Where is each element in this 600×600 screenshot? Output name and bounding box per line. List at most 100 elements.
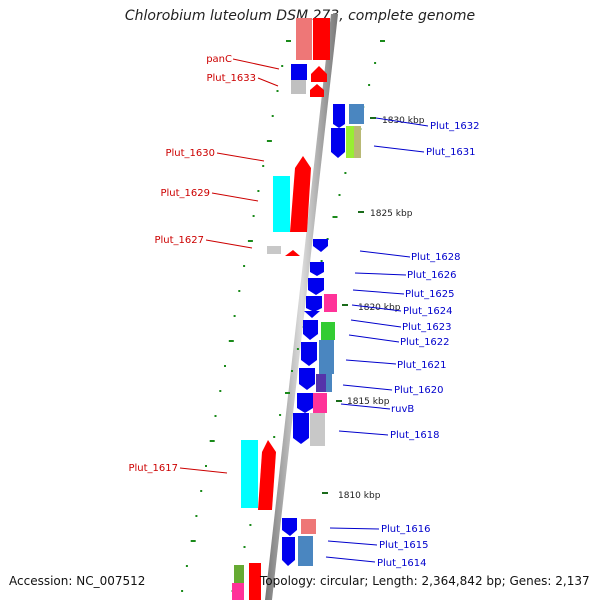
ruler-dot (185, 565, 188, 567)
gene-red-small-2[interactable] (310, 84, 324, 97)
gene-Plut_1630[interactable] (290, 156, 311, 232)
gene-Plut_1616[interactable] (301, 519, 316, 534)
label-Plut_1614[interactable]: Plut_1614 (377, 558, 427, 569)
leader-Plut_1625 (352, 289, 405, 295)
gene-block-top-pink[interactable] (296, 18, 312, 60)
gene-blue-1616[interactable] (282, 518, 297, 536)
gene-bottom-red[interactable] (249, 563, 261, 600)
gene-Plut_1623[interactable] (321, 322, 335, 340)
label-Plut_1616[interactable]: Plut_1616 (381, 524, 431, 535)
label-Plut_1615[interactable]: Plut_1615 (379, 540, 429, 551)
gene-panC[interactable] (291, 64, 307, 80)
label-Plut_1624[interactable]: Plut_1624 (403, 306, 453, 317)
ruler-dot (238, 290, 241, 292)
gene-Plut_1626[interactable] (310, 262, 324, 276)
ruler-dot (380, 40, 385, 42)
gene-steelblue-1620[interactable] (326, 374, 332, 392)
gene-Plut_1628[interactable] (313, 239, 328, 252)
gene-blue-1615[interactable] (282, 537, 295, 566)
ruler-dot (279, 414, 282, 416)
forward-strand-genes (282, 104, 364, 566)
gene-Plut_1632[interactable] (333, 104, 345, 128)
ruler-dot (281, 65, 284, 67)
gene-Plut_1625[interactable] (308, 278, 324, 295)
ruler-dot (195, 515, 198, 517)
ruler-dot (338, 194, 341, 196)
scale-label-1810: 1810 kbp (338, 491, 381, 501)
label-Plut_1626[interactable]: Plut_1626 (407, 270, 457, 281)
gene-red-small-1[interactable] (311, 66, 327, 82)
leader-Plut_1631 (373, 145, 425, 153)
label-Plut_1627[interactable]: Plut_1627 (154, 235, 204, 246)
gene-Plut_1627[interactable] (267, 246, 281, 254)
genome-backbone (265, 14, 338, 600)
gene-blue-ruvB[interactable] (297, 393, 313, 413)
scale-ticks (322, 117, 376, 494)
label-Plut_1625[interactable]: Plut_1625 (405, 289, 455, 300)
gene-blue-1623[interactable] (303, 320, 318, 340)
ruler-dot (266, 140, 272, 142)
label-ruvB[interactable]: ruvB (391, 404, 414, 415)
gene-Plut_1621[interactable] (299, 368, 315, 390)
gene-blue-1631[interactable] (331, 128, 345, 158)
gene-bottom-magenta[interactable] (232, 583, 244, 600)
gene-red-triangle[interactable] (285, 250, 300, 256)
gene-khaki-1631[interactable] (354, 126, 361, 158)
label-Plut_1628[interactable]: Plut_1628 (411, 252, 461, 263)
ruler-dots (181, 40, 385, 592)
gene-Plut_1617[interactable] (241, 440, 258, 508)
gene-ruvB[interactable] (313, 393, 327, 413)
label-Plut_1621[interactable]: Plut_1621 (397, 360, 447, 371)
ruler-dot (320, 260, 323, 262)
ruler-dot (285, 392, 290, 394)
forward-gene-labels: Plut_1632 Plut_1631 Plut_1628 Plut_1626 … (377, 121, 480, 569)
leader-Plut_1627 (205, 239, 253, 249)
label-panC[interactable]: panC (206, 54, 232, 65)
label-Plut_1629[interactable]: Plut_1629 (160, 188, 210, 199)
label-Plut_1632[interactable]: Plut_1632 (430, 121, 480, 132)
gene-Plut_1622[interactable] (319, 340, 334, 374)
gene-red-large[interactable] (258, 440, 276, 510)
gene-Plut_1629[interactable] (273, 176, 290, 232)
gene-blue-1623a[interactable] (304, 311, 320, 318)
leader-Plut_1632 (375, 117, 429, 127)
ruler-dot (249, 524, 252, 526)
leader-Plut_1629 (211, 192, 259, 202)
ruler-dot (332, 216, 338, 218)
gene-block-top-red[interactable] (313, 18, 330, 60)
gene-Plut_1624[interactable] (324, 294, 337, 312)
leader-Plut_1628 (359, 250, 411, 258)
leader-Plut_1626 (354, 272, 407, 276)
gene-blue-1624[interactable] (306, 296, 322, 312)
gene-steelblue-1632[interactable] (349, 104, 364, 124)
ruler-dot (247, 240, 253, 242)
reverse-strand-genes (232, 18, 330, 600)
gene-blue-1622[interactable] (301, 342, 317, 366)
label-Plut_1630[interactable]: Plut_1630 (165, 148, 215, 159)
ruler-dot (286, 40, 291, 42)
label-Plut_1622[interactable]: Plut_1622 (400, 337, 450, 348)
label-Plut_1618[interactable]: Plut_1618 (390, 430, 440, 441)
genome-summary-text: Topology: circular; Length: 2,364,842 bp… (260, 574, 590, 588)
ruler-dot (228, 340, 234, 342)
gene-Plut_1620[interactable] (316, 374, 326, 392)
ruler-dot (190, 540, 196, 542)
label-Plut_1617[interactable]: Plut_1617 (128, 463, 178, 474)
gene-blue-1618[interactable] (293, 413, 309, 444)
gene-Plut_1615[interactable] (298, 536, 313, 566)
label-Plut_1623[interactable]: Plut_1623 (402, 322, 452, 333)
ruler-dot (291, 370, 293, 372)
gene-Plut_1631[interactable] (346, 126, 354, 158)
ruler-dot (276, 90, 279, 92)
label-Plut_1631[interactable]: Plut_1631 (426, 147, 476, 158)
gene-Plut_1618[interactable] (310, 413, 325, 446)
gene-bottom-green[interactable] (234, 565, 244, 583)
label-Plut_1620[interactable]: Plut_1620 (394, 385, 444, 396)
label-Plut_1633[interactable]: Plut_1633 (206, 73, 256, 84)
ruler-dot (368, 84, 371, 86)
leader-ruvB (340, 403, 391, 410)
ruler-dot (271, 115, 274, 117)
accession-text: Accession: NC_007512 (9, 574, 146, 588)
gene-Plut_1633[interactable] (291, 80, 306, 94)
ruler-dot (252, 215, 255, 217)
